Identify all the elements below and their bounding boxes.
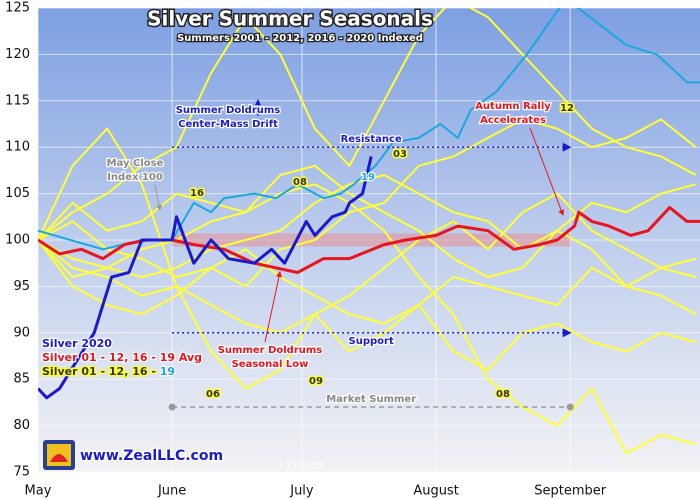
annotation: Autumn Rally (475, 101, 551, 112)
annotation: May Close (107, 158, 164, 169)
x-tick-label: July (289, 484, 314, 499)
series-line (38, 8, 697, 241)
year-label: 09 (309, 376, 323, 387)
series-line (38, 239, 697, 353)
year-label: 08 (496, 389, 510, 400)
y-tick-label: 120 (5, 47, 30, 62)
annotation: Summer Doldrums (218, 345, 323, 356)
series-line (38, 8, 700, 251)
reference-label: Market Summer (326, 394, 416, 405)
legend-entry: Silver 2020 (42, 337, 112, 350)
x-tick-label: August (413, 484, 459, 499)
series-line (38, 183, 696, 455)
y-tick-label: 85 (13, 372, 30, 387)
annotation: Seasonal Low (232, 359, 309, 370)
annotation: Center-Mass Drift (178, 119, 278, 130)
chart-subtitle: Summers 2001 - 2012, 2016 - 2020 Indexed (177, 33, 423, 44)
y-tick-label: 90 (13, 325, 30, 340)
y-tick-label: 100 (5, 233, 30, 248)
y-tick-label: 105 (5, 186, 30, 201)
series-line (38, 127, 696, 390)
year-label: 19 (361, 172, 375, 183)
legend-entry: Silver 01 - 12, 16 - 19 (42, 365, 175, 378)
annotation: Index 100 (107, 172, 163, 183)
site: www.ZealLLC.com (80, 448, 223, 464)
series-line (38, 239, 696, 371)
series-line (38, 118, 697, 288)
chart-title: Silver Summer Seasonals (147, 7, 433, 31)
y-tick-label: 95 (13, 279, 30, 294)
reference-label: Support (349, 336, 394, 347)
annotation: Accelerates (480, 115, 546, 126)
reference-label: Resistance (341, 134, 402, 145)
plot-lines (38, 8, 700, 455)
year-label: 12 (560, 103, 574, 114)
year-label: 08 (293, 177, 307, 188)
arrow (264, 271, 282, 343)
arrow (529, 127, 565, 216)
reference-end (168, 403, 176, 411)
legend-suffix: 19 (160, 365, 175, 378)
legend-entry: Silver 01 - 12, 16 - 19 Avg (42, 351, 202, 364)
arrow (154, 184, 162, 211)
y-tick-label: 115 (5, 93, 30, 108)
x-tick-label: May (25, 484, 52, 499)
logo (43, 440, 75, 470)
grid (37, 7, 700, 473)
date: 7.15.2020 (277, 462, 323, 472)
series-line (38, 164, 696, 288)
year-label: 16 (190, 188, 204, 199)
annotation: Summer Doldrums (176, 105, 281, 116)
year-label: 06 (206, 389, 220, 400)
overlay: Resistance Support Market Summer Silver Sum… (41, 5, 576, 472)
y-tick-label: 110 (5, 140, 30, 155)
series-line (38, 156, 373, 400)
reference-end (566, 403, 574, 411)
year-label: 03 (393, 149, 407, 160)
band (172, 233, 571, 247)
y-tick-label: 125 (5, 1, 30, 16)
legend-prefix: Silver 01 - 12, 16 - (42, 365, 160, 378)
x-tick-label: September (534, 484, 607, 499)
y-tick-label: 75 (13, 465, 30, 480)
x-tick-label: June (157, 484, 186, 499)
y-tick-label: 80 (13, 418, 30, 433)
